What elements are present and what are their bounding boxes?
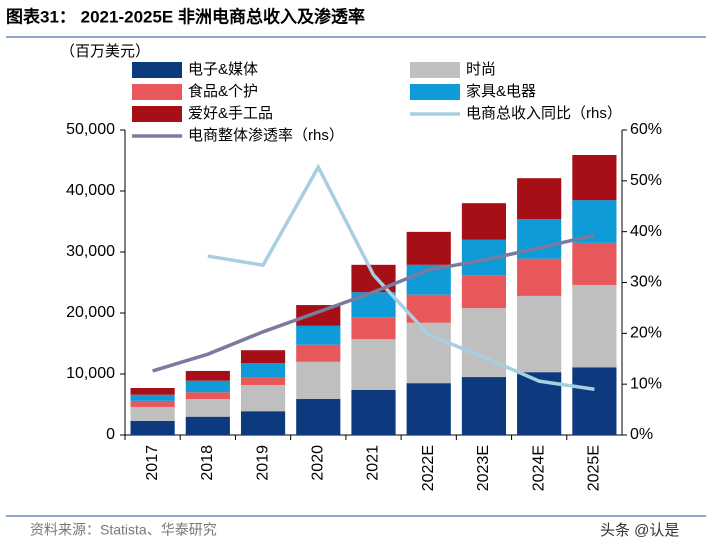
line bbox=[152, 233, 595, 373]
legend-label: 电子&媒体 bbox=[188, 61, 258, 78]
x-tick-label: 2021 bbox=[365, 445, 382, 481]
bar-segment bbox=[572, 155, 617, 201]
y2-tick-label: 20% bbox=[630, 325, 662, 342]
x-tick-label: 2024E bbox=[530, 445, 547, 491]
x-tick-label: 2018 bbox=[199, 445, 216, 481]
bar-segment bbox=[406, 383, 451, 435]
bar-segment bbox=[240, 350, 286, 364]
bar-segment bbox=[296, 325, 341, 345]
legend-label: 爱好&手工品 bbox=[188, 105, 273, 122]
bar-segment bbox=[461, 308, 507, 378]
y2-tick-label: 50% bbox=[630, 172, 662, 189]
bar-segment bbox=[185, 380, 230, 393]
bar-segment bbox=[572, 284, 617, 368]
legend-label: 电商总收入同比（rhs） bbox=[466, 105, 622, 122]
bar-segment bbox=[296, 344, 341, 362]
bar-segment bbox=[130, 420, 175, 435]
bar-segment bbox=[351, 264, 396, 293]
bar-segment bbox=[406, 231, 451, 265]
legend-swatch bbox=[132, 106, 182, 122]
bar-segment bbox=[130, 400, 175, 407]
bar-segment bbox=[296, 361, 341, 400]
bar-segment bbox=[130, 394, 175, 401]
y-tick-label: 0 bbox=[106, 426, 115, 443]
source: 资料来源：Statista、华泰研究 bbox=[30, 522, 217, 538]
bar-segment bbox=[130, 388, 175, 395]
y2-tick-label: 30% bbox=[630, 274, 662, 291]
x-tick-label: 2019 bbox=[254, 445, 271, 481]
x-tick-label: 2020 bbox=[309, 445, 326, 481]
y-tick-label: 40,000 bbox=[66, 182, 115, 199]
y2-tick-label: 10% bbox=[630, 375, 662, 392]
y-axis-label: （百万美元） bbox=[60, 43, 150, 60]
legend-label: 家具&电器 bbox=[466, 83, 536, 100]
x-tick-label: 2022E bbox=[420, 445, 437, 491]
y2-tick-label: 0% bbox=[630, 426, 653, 443]
legend-label: 电商整体渗透率（rhs） bbox=[188, 127, 344, 144]
bar-segment bbox=[572, 242, 617, 285]
bar-segment bbox=[351, 317, 396, 340]
bar-segment bbox=[461, 203, 507, 240]
y-tick-label: 30,000 bbox=[66, 243, 115, 260]
x-tick-label: 2023E bbox=[475, 445, 492, 491]
bar-segment bbox=[185, 370, 230, 381]
bar-segment bbox=[240, 384, 286, 412]
legend-swatch bbox=[132, 62, 182, 78]
bar-segment bbox=[185, 416, 230, 435]
bar-segment bbox=[517, 295, 562, 373]
bar-segment bbox=[240, 411, 286, 435]
bar-segment bbox=[461, 377, 507, 435]
legend-label: 食品&个护 bbox=[188, 83, 258, 100]
bar-segment bbox=[351, 339, 396, 390]
bar-segment bbox=[296, 305, 341, 326]
line bbox=[207, 163, 595, 391]
legend-label: 时尚 bbox=[466, 61, 496, 78]
x-tick-label: 2025E bbox=[586, 445, 603, 491]
x-tick-label: 2017 bbox=[144, 445, 161, 481]
legend-swatch bbox=[132, 84, 182, 100]
legend-swatch bbox=[410, 62, 460, 78]
y2-tick-label: 60% bbox=[630, 121, 662, 138]
y2-tick-label: 40% bbox=[630, 223, 662, 240]
bar-segment bbox=[240, 377, 286, 385]
bar-segment bbox=[517, 178, 562, 220]
bar-segment bbox=[185, 392, 230, 400]
legend-swatch bbox=[410, 84, 460, 100]
chart-title: 图表31： 2021-2025E 非洲电商总收入及渗透率 bbox=[6, 6, 365, 26]
bar-segment bbox=[461, 275, 507, 309]
bar-segment bbox=[517, 258, 562, 296]
bar-segment bbox=[185, 399, 230, 417]
bar-segment bbox=[406, 322, 451, 384]
bar-segment bbox=[572, 367, 617, 435]
y-tick-label: 50,000 bbox=[66, 121, 115, 138]
y-tick-label: 20,000 bbox=[66, 304, 115, 321]
bar-segment bbox=[351, 389, 396, 435]
bar-segment bbox=[240, 363, 286, 378]
y-tick-label: 10,000 bbox=[66, 365, 115, 382]
bar-segment bbox=[296, 399, 341, 435]
watermark: 头条 @认是 bbox=[600, 522, 679, 539]
bar-segment bbox=[130, 406, 175, 421]
